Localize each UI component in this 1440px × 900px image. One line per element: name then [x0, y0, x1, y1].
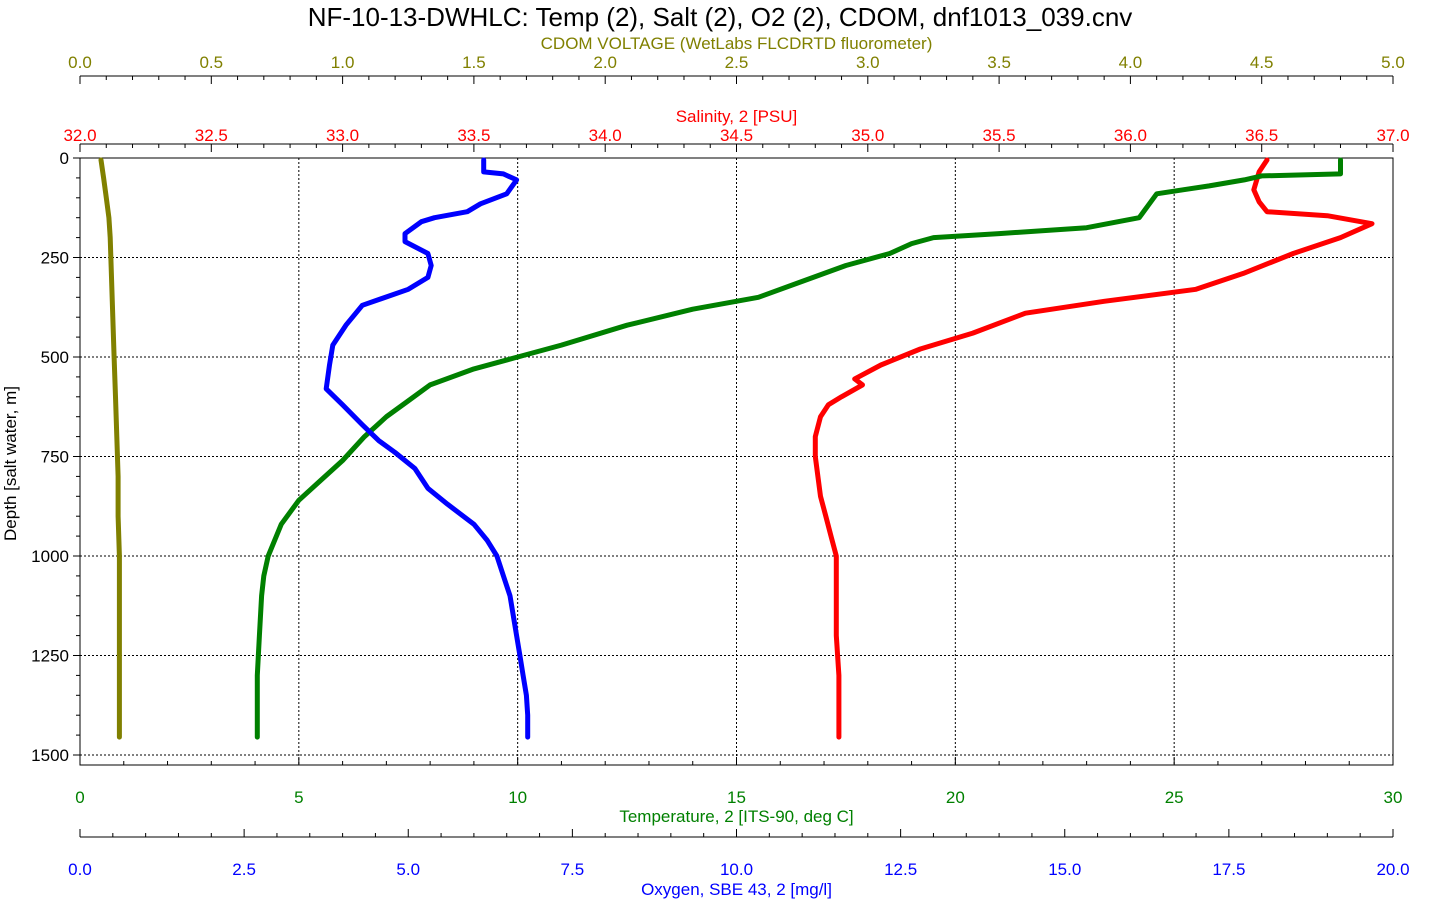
cdom-tick-label: 3.5 [987, 53, 1011, 72]
oxygen-axis-title: Oxygen, SBE 43, 2 [mg/l] [641, 880, 832, 899]
y-tick-label: 750 [41, 448, 69, 467]
temperature-tick-label: 30 [1384, 788, 1403, 807]
plot-frame [79, 157, 1394, 766]
cdom-tick-label: 0.5 [199, 53, 223, 72]
temperature-axis-title: Temperature, 2 [ITS-90, deg C] [619, 807, 853, 826]
cdom-tick-label: 1.0 [331, 53, 355, 72]
salinity-tick-label: 36.5 [1245, 126, 1278, 145]
y-axis-title: Depth [salt water, m] [1, 386, 20, 541]
oxygen-tick-label: 7.5 [561, 860, 585, 879]
cdom-axis: 0.0 0.5 1.0 1.5 2.0 2.5 3.0 3.5 4.0 4.5 5.0 CDOM VO… [68, 34, 1405, 84]
temperature-tick-label: 20 [946, 788, 965, 807]
y-tick-label: 0 [60, 149, 69, 168]
y-tick-label: 1500 [31, 746, 69, 765]
oxygen-tick-label: 12.5 [884, 860, 917, 879]
oxygen-tick-label: 2.5 [232, 860, 256, 879]
cdom-axis-title: CDOM VOLTAGE (WetLabs FLCDRTD fluoromete… [541, 34, 933, 53]
cdom-tick-label: 2.0 [593, 53, 617, 72]
salinity-tick-label: 36.0 [1114, 126, 1147, 145]
oxygen-profile-line [323, 157, 531, 740]
oxygen-tick-label: 10.0 [720, 860, 753, 879]
oxygen-tick-label: 15.0 [1048, 860, 1081, 879]
oxygen-tick-label: 5.0 [396, 860, 420, 879]
salinity-tick-label: 34.5 [720, 126, 753, 145]
temperature-tick-label: 15 [727, 788, 746, 807]
temperature-profile-line [254, 157, 1343, 740]
cdom-profile-line [98, 157, 122, 740]
temperature-tick-label: 25 [1165, 788, 1184, 807]
y-tick-label: 1250 [31, 647, 69, 666]
y-tick-label: 500 [41, 348, 69, 367]
salinity-tick-label: 32.5 [195, 126, 228, 145]
oxygen-axis: 0.0 2.5 5.0 7.5 10.0 12.5 15.0 17.5 20.0 Oxygen, … [68, 829, 1410, 899]
salinity-tick-label: 33.0 [326, 126, 359, 145]
salinity-axis-title: Salinity, 2 [PSU] [676, 107, 798, 126]
temperature-tick-label: 5 [294, 788, 303, 807]
temperature-axis: 0 5 10 15 20 25 30 Temperature, 2 [ITS-90, deg … [75, 757, 1402, 826]
grid [80, 158, 1393, 765]
cdom-tick-label: 0.0 [68, 53, 92, 72]
temperature-tick-label: 10 [508, 788, 527, 807]
oxygen-tick-label: 0.0 [68, 860, 92, 879]
oxygen-tick-label: 20.0 [1376, 860, 1409, 879]
salinity-tick-label: 35.5 [983, 126, 1016, 145]
salinity-tick-label: 35.0 [851, 126, 884, 145]
salinity-axis: 32.0 32.5 33.0 33.5 34.0 34.5 35.0 35.5 36.0 36.5… [63, 107, 1410, 152]
salinity-tick-label: 33.5 [457, 126, 490, 145]
cdom-tick-label: 2.5 [725, 53, 749, 72]
y-tick-label: 1000 [31, 547, 69, 566]
y-tick-label: 250 [41, 249, 69, 268]
oxygen-tick-label: 17.5 [1212, 860, 1245, 879]
cdom-tick-label: 1.5 [462, 53, 486, 72]
cdom-tick-label: 4.0 [1119, 53, 1143, 72]
cdom-tick-label: 5.0 [1381, 53, 1405, 72]
salinity-tick-label: 32.0 [63, 126, 96, 145]
cdom-tick-label: 4.5 [1250, 53, 1274, 72]
cdom-tick-label: 3.0 [856, 53, 880, 72]
temperature-tick-label: 0 [75, 788, 84, 807]
salinity-profile-line [812, 157, 1375, 740]
series-layer [98, 157, 1375, 740]
salinity-tick-label: 34.0 [589, 126, 622, 145]
chart-title: NF-10-13-DWHLC: Temp (2), Salt (2), O2 (… [308, 2, 1133, 32]
salinity-tick-label: 37.0 [1376, 126, 1409, 145]
